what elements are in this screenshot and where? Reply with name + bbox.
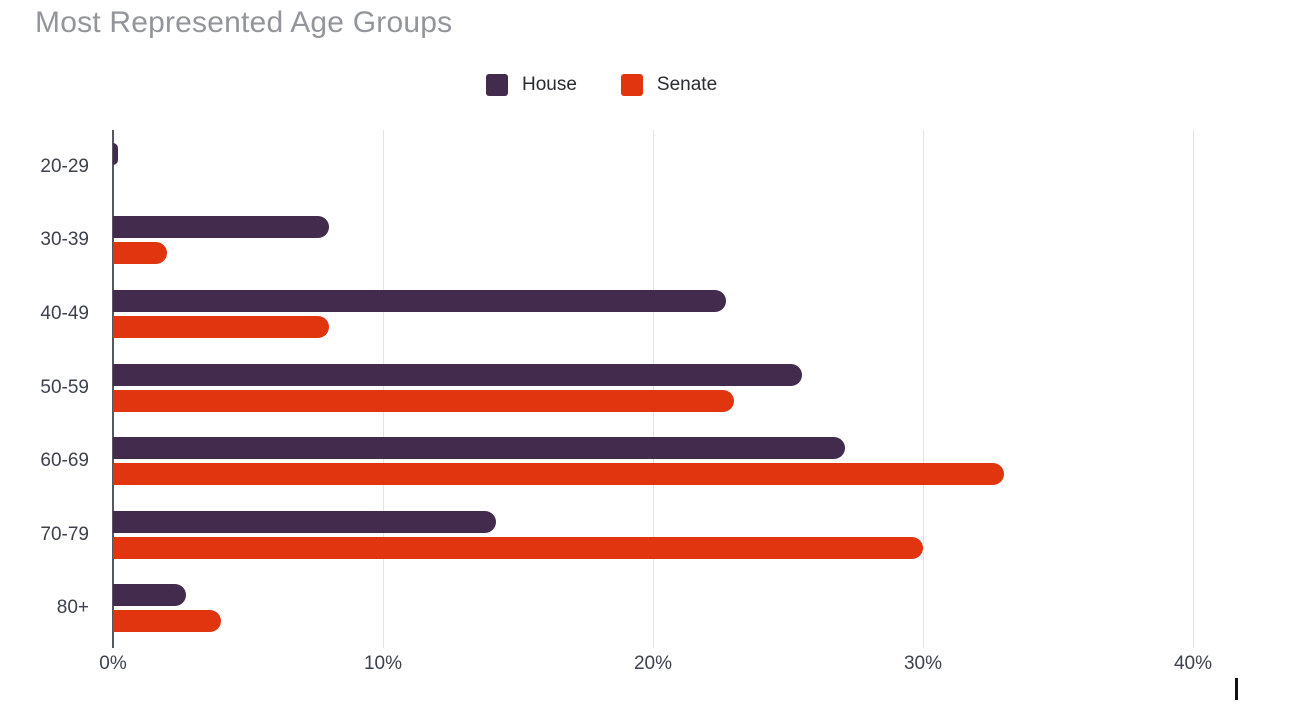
- x-label-30%: 30%: [903, 653, 943, 674]
- x-label-0%: 0%: [99, 653, 127, 674]
- house-bar-70-79: [113, 510, 497, 533]
- senate-bar-30-39: [113, 242, 167, 265]
- bar-group-80+: [113, 571, 1274, 645]
- gridline-30: [923, 130, 924, 648]
- senate-bar-50-59: [113, 389, 734, 412]
- legend-label-senate: Senate: [656, 74, 718, 95]
- senate-bar-70-79: [113, 536, 923, 559]
- house-bar-30-39: [113, 216, 329, 239]
- legend-label-house: House: [522, 74, 577, 95]
- legend-item-house: House: [486, 74, 577, 96]
- gridline-40: [1193, 130, 1194, 648]
- y-label-20-29: 20-29: [40, 155, 89, 177]
- bar-group-30-39: [113, 204, 1274, 278]
- y-label-40-49: 40-49: [40, 302, 89, 324]
- senate-bar-40-49: [113, 315, 329, 338]
- legend-item-senate: Senate: [620, 74, 718, 96]
- house-bar-20-29: [113, 142, 119, 165]
- y-label-30-39: 30-39: [40, 229, 89, 251]
- house-bar-60-69: [113, 437, 845, 460]
- bar-rows: [113, 130, 1274, 645]
- house-bar-50-59: [113, 363, 802, 386]
- house-bar-80+: [113, 584, 186, 607]
- y-label-70-79: 70-79: [40, 523, 89, 545]
- house-bar-40-49: [113, 289, 726, 312]
- y-label-80+: 80+: [56, 597, 89, 619]
- chart-title: Most Represented Age Groups: [35, 6, 453, 39]
- y-label-60-69: 60-69: [40, 450, 89, 472]
- gridline-20: [653, 130, 654, 648]
- plot-area: [112, 130, 1274, 648]
- x-label-40%: 40%: [1173, 653, 1213, 674]
- x-axis-labels: 0% 10% 20% 30% 40%: [99, 653, 1274, 677]
- bar-group-20-29: [113, 130, 1274, 204]
- gridline-10: [383, 130, 384, 648]
- x-label-20%: 20%: [633, 653, 673, 674]
- house-swatch-icon: [486, 74, 508, 96]
- bar-group-50-59: [113, 351, 1274, 425]
- bar-group-60-69: [113, 424, 1274, 498]
- senate-bar-80+: [113, 610, 221, 633]
- text-cursor: [1235, 678, 1238, 700]
- senate-swatch-icon: [620, 74, 643, 96]
- y-label-50-59: 50-59: [40, 376, 89, 398]
- axis-baseline: [112, 130, 114, 648]
- y-axis-labels: 20-29 30-39 40-49 50-59 60-69 70-79 80+: [0, 130, 101, 645]
- bar-group-70-79: [113, 498, 1274, 572]
- x-label-10%: 10%: [363, 653, 403, 674]
- senate-bar-60-69: [113, 463, 1004, 486]
- chart-legend: House Senate: [486, 74, 717, 96]
- bar-group-40-49: [113, 277, 1274, 351]
